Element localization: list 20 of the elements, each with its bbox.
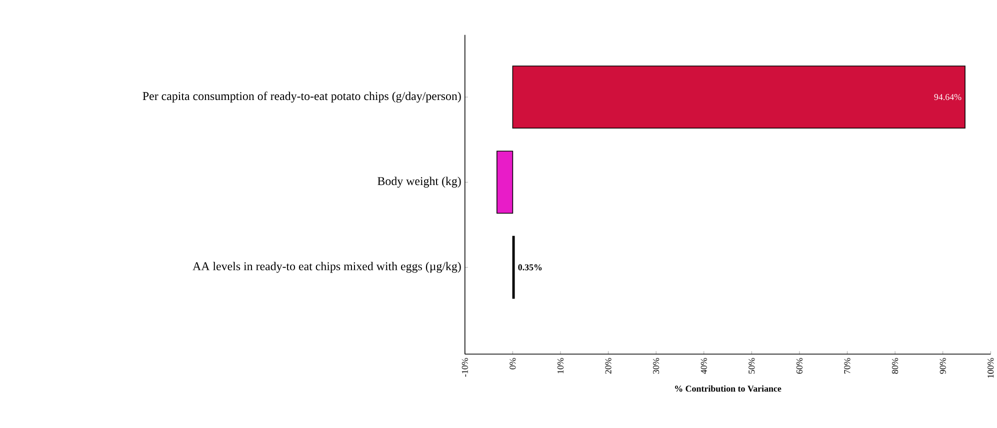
bar: [496, 150, 514, 214]
data-label: 0.35%: [518, 264, 542, 270]
y-tick-label: Per capita consumption of ready-to-eat potato chips (g/day/person): [142, 92, 461, 103]
x-axis-title: % Contribution to Variance: [675, 385, 782, 392]
x-tick-label: 60%: [796, 358, 803, 374]
x-tick-label: 70%: [844, 358, 850, 374]
x-tick-label: 50%: [748, 358, 755, 374]
x-tick-label: 20%: [605, 358, 612, 374]
bar: [512, 66, 966, 129]
x-tick-label: 10%: [557, 358, 564, 374]
x-tick-label: 100%: [988, 358, 994, 378]
x-tick-label: 0%: [510, 358, 516, 370]
x-tick-label: 80%: [892, 358, 898, 374]
x-tick-label: 90%: [940, 358, 946, 374]
x-tick-label: -10%: [462, 358, 468, 377]
y-tick-label: Body weight (kg): [378, 176, 461, 188]
x-tick-label: 40%: [700, 358, 707, 374]
y-tick-label: AA levels in ready-to eat chips mixed with eggs (µg/kg): [192, 262, 461, 273]
x-tick-label: 30%: [653, 358, 660, 374]
data-label: 94.64%: [934, 94, 962, 100]
